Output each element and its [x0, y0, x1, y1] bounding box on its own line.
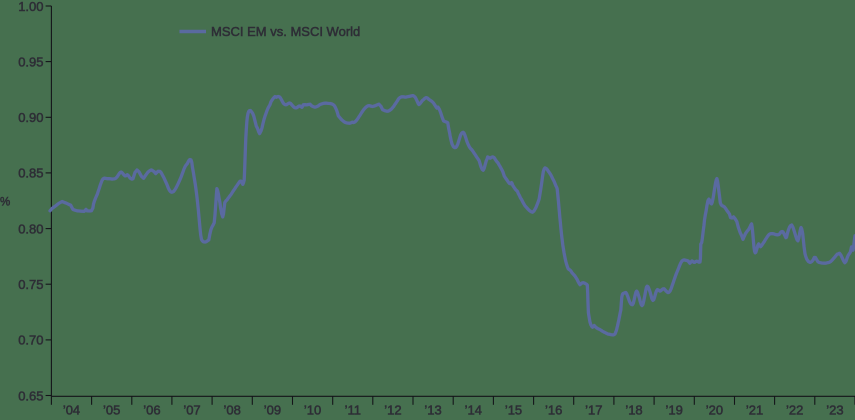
svg-text:’22: ’22 [786, 403, 803, 418]
svg-text:’10: ’10 [304, 403, 321, 418]
svg-text:0.65: 0.65 [18, 388, 43, 403]
svg-text:’15: ’15 [505, 403, 522, 418]
svg-text:’11: ’11 [345, 403, 361, 418]
svg-text:0.90: 0.90 [18, 110, 43, 125]
svg-text:’07: ’07 [183, 403, 200, 418]
svg-text:’05: ’05 [103, 403, 120, 418]
svg-text:1.00: 1.00 [18, 0, 43, 14]
svg-text:’19: ’19 [666, 403, 683, 418]
svg-text:’20: ’20 [706, 403, 723, 418]
svg-text:’14: ’14 [465, 403, 482, 418]
svg-text:’16: ’16 [545, 403, 562, 418]
svg-text:0.70: 0.70 [18, 333, 43, 348]
svg-text:’21: ’21 [746, 403, 763, 418]
svg-text:’09: ’09 [264, 403, 281, 418]
svg-text:’04: ’04 [63, 403, 80, 418]
svg-text:’13: ’13 [424, 403, 441, 418]
svg-text:’08: ’08 [224, 403, 241, 418]
svg-text:’23: ’23 [826, 403, 843, 418]
svg-text:%: % [0, 197, 10, 209]
svg-text:’12: ’12 [384, 403, 401, 418]
svg-text:’06: ’06 [143, 403, 160, 418]
svg-text:0.80: 0.80 [18, 221, 43, 236]
svg-text:0.95: 0.95 [18, 54, 43, 69]
svg-text:0.85: 0.85 [18, 166, 43, 181]
svg-text:’18: ’18 [625, 403, 642, 418]
svg-text:0.75: 0.75 [18, 277, 43, 292]
svg-text:MSCI EM vs. MSCI World: MSCI EM vs. MSCI World [211, 24, 360, 39]
svg-text:’17: ’17 [585, 403, 602, 418]
